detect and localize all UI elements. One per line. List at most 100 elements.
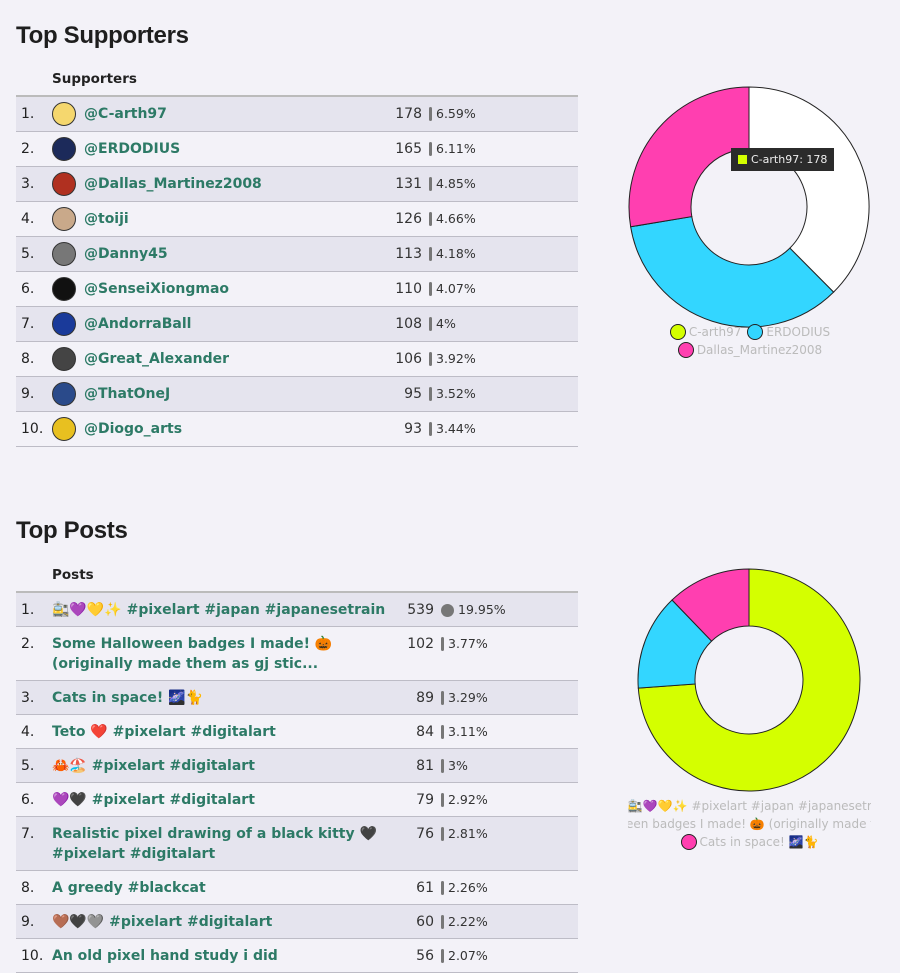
count: 106 — [395, 351, 422, 367]
avatar — [52, 417, 76, 441]
section-title: Top Posts — [16, 517, 128, 544]
row-name: 🦀🏖️ #pixelart #digitalart — [52, 758, 255, 774]
rank: 3. — [21, 176, 35, 192]
percent-bar — [441, 759, 444, 773]
percent-bar — [429, 212, 432, 226]
table-row: 8. A greedy #blackcat 61 2.26% — [16, 871, 578, 905]
table-row: 10. An old pixel hand study i did 56 2.07% — [16, 939, 578, 973]
legend-swatch — [747, 324, 764, 340]
rank: 6. — [21, 792, 35, 808]
avatar — [52, 137, 76, 161]
table-row: 4. @toiji 126 4.66% — [16, 202, 578, 237]
table-row: 3. @Dallas_Martinez2008 131 4.85% — [16, 167, 578, 202]
legend-swatch — [677, 342, 694, 358]
percent-bar — [429, 317, 432, 331]
table-row: 9. @ThatOneJ 95 3.52% — [16, 377, 578, 412]
count: 102 — [407, 636, 434, 652]
count: 110 — [395, 281, 422, 297]
rank: 8. — [21, 351, 35, 367]
row-name: @Diogo_arts — [84, 421, 183, 437]
percent-bar — [429, 107, 432, 121]
percent-bar — [441, 793, 444, 807]
avatar — [52, 312, 76, 336]
percent-bar — [441, 691, 444, 705]
column-header: Posts — [52, 567, 94, 583]
count: 76 — [416, 826, 434, 842]
legend-label: C-arth97 — [688, 325, 742, 339]
percent-bar — [429, 247, 432, 261]
table: 1. 🚉💜💛✨ #pixelart #japan #japanesetrain 53… — [16, 591, 578, 973]
rank: 6. — [21, 281, 35, 297]
rank: 5. — [21, 758, 35, 774]
rank: 9. — [21, 914, 35, 930]
row-name: 🤎🖤🩶 #pixelart #digitalart — [52, 914, 273, 930]
legend-item: Cats in space! 🌌🐈 — [631, 834, 868, 850]
row-name: Realistic pixel drawing of a black kitty… — [52, 826, 377, 862]
count: 108 — [395, 316, 422, 332]
row-name: @SenseiXiongmao — [84, 281, 230, 297]
row-name: @ERDODIUS — [84, 141, 181, 157]
count: 84 — [416, 724, 434, 740]
count: 126 — [395, 211, 422, 227]
row-name: A greedy #blackcat — [52, 880, 206, 896]
percent: 2.26% — [448, 880, 488, 895]
table-row: 2. Some Halloween badges I made! 🎃 (origi… — [16, 627, 578, 681]
count: 95 — [404, 386, 422, 402]
percent-bar — [429, 177, 432, 191]
posts-section: Top Posts Posts 1. 🚉💜💛✨ #pixelart #japan … — [16, 517, 900, 973]
row-name: 💜🖤 #pixelart #digitalart — [52, 792, 255, 808]
percent: 4.18% — [436, 246, 476, 261]
percent-bar — [441, 915, 444, 929]
percent: 3.29% — [448, 690, 488, 705]
section-title: Top Supporters — [16, 22, 189, 49]
row-name: @ThatOneJ — [84, 386, 171, 402]
avatar — [52, 382, 76, 406]
donut-segment — [671, 568, 750, 642]
table-row: 5. @Danny45 113 4.18% — [16, 237, 578, 272]
percent: 4.07% — [436, 281, 476, 296]
row-name: @C-arth97 — [84, 106, 167, 122]
percent-bar — [441, 949, 444, 963]
rank: 10. — [21, 948, 44, 964]
percent: 2.07% — [448, 948, 488, 963]
percent: 4% — [436, 316, 456, 331]
percent-bar — [441, 725, 444, 739]
rank: 3. — [21, 690, 35, 706]
percent-bar — [429, 282, 432, 296]
rank: 4. — [21, 211, 35, 227]
donut-segment — [630, 215, 835, 328]
legend-label: Cats in space! 🌌🐈 — [699, 835, 819, 849]
count: 113 — [395, 246, 422, 262]
row-name: @Dallas_Martinez2008 — [84, 176, 262, 192]
avatar — [52, 207, 76, 231]
table-row: 10. @Diogo_arts 93 3.44% — [16, 412, 578, 447]
percent: 3.44% — [436, 421, 476, 436]
avatar — [52, 277, 76, 301]
table-row: 6. @SenseiXiongmao 110 4.07% — [16, 272, 578, 307]
percent: 3.77% — [448, 636, 488, 651]
column-header: Supporters — [52, 71, 137, 87]
legend-item: ERDODIUS — [747, 324, 830, 340]
percent: 2.22% — [448, 914, 488, 929]
table-row: 6. 💜🖤 #pixelart #digitalart 79 2.92% — [16, 783, 578, 817]
rank: 1. — [21, 602, 35, 618]
percent-bar — [441, 604, 454, 617]
donut-segment — [637, 568, 861, 792]
percent: 3.52% — [436, 386, 476, 401]
rank: 7. — [21, 826, 35, 842]
donut-segment — [637, 599, 713, 689]
rank: 9. — [21, 386, 35, 402]
percent: 6.11% — [436, 141, 476, 156]
table-row: 4. Teto ❤️ #pixelart #digitalart 84 3.11% — [16, 715, 578, 749]
table-row: 7. @AndorraBall 108 4% — [16, 307, 578, 342]
percent: 6.59% — [436, 106, 476, 121]
legend-item: Dallas_Martinez2008 — [677, 342, 823, 358]
row-name: An old pixel hand study i did — [52, 948, 278, 964]
percent: 3.92% — [436, 351, 476, 366]
percent: 2.81% — [448, 826, 488, 841]
tooltip-text: C-arth97: 178 — [751, 153, 828, 166]
percent: 2.92% — [448, 792, 488, 807]
row-name: @AndorraBall — [84, 316, 192, 332]
legend-label: Dallas_Martinez2008 — [696, 343, 823, 357]
